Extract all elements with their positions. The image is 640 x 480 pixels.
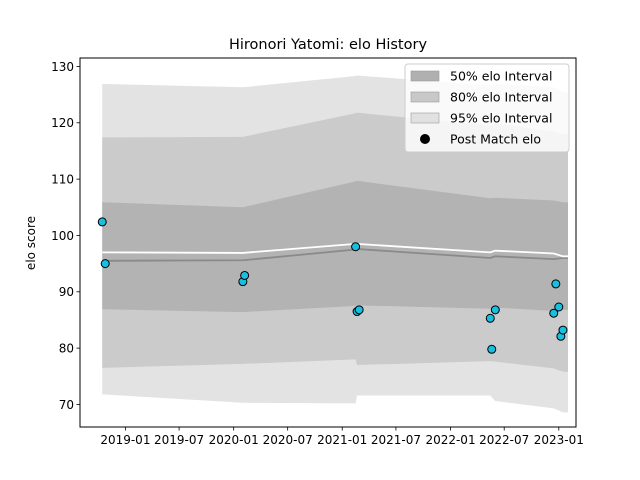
post-match-elo-point-6: [354, 305, 364, 315]
post-match-elo-point-1: [100, 259, 110, 269]
legend-swatch-0: [410, 70, 440, 82]
mean-elo-line: [102, 243, 568, 258]
x-tick-label-2020-01: 2020-01: [209, 433, 259, 447]
legend-box: [404, 63, 570, 153]
x-tick-label-2019-07: 2019-07: [154, 433, 204, 447]
y-tick-label-120: 120: [51, 116, 74, 130]
post-match-elo-point-8: [487, 344, 497, 354]
post-match-elo-point-7: [485, 313, 495, 323]
legend-label-0: 50% elo Interval: [450, 69, 552, 84]
y-tick-label-80: 80: [59, 341, 74, 355]
legend-label-2: 95% elo Interval: [450, 111, 552, 126]
post-match-elo-point-11: [551, 279, 561, 289]
post-match-elo-point-0: [97, 217, 107, 227]
x-tick-label-2022-01: 2022-01: [425, 433, 475, 447]
y-tick-label-130: 130: [51, 60, 74, 74]
post-match-elo-point-3: [240, 270, 250, 280]
axes: 70 80 90 100 110 120 130 2019-01 2019-07 2020-01 2…: [51, 57, 584, 447]
x-tick-label-2021-01: 2021-01: [317, 433, 367, 447]
plot-area: [97, 75, 568, 413]
x-tick-label-2021-07: 2021-07: [371, 433, 421, 447]
y-axis-label: elo score: [24, 216, 38, 270]
post-match-elo-point-12: [554, 302, 564, 312]
axes-frame: [79, 57, 577, 428]
legend: 50% elo Interval 80% elo Interval 95% elo …: [404, 63, 570, 153]
y-tick-label-70: 70: [59, 398, 74, 412]
x-tick-label-2023-01: 2023-01: [534, 433, 584, 447]
median-elo-line: [102, 248, 568, 262]
legend-label-1: 80% elo Interval: [450, 90, 552, 105]
legend-swatch-1: [410, 91, 440, 103]
x-tick-label-2022-07: 2022-07: [479, 433, 529, 447]
legend-marker-3: [420, 134, 430, 144]
x-tick-label-2019-01: 2019-01: [100, 433, 150, 447]
post-match-elo-point-10: [549, 308, 559, 318]
y-tick-label-90: 90: [59, 285, 74, 299]
x-tick-label-2020-07: 2020-07: [263, 433, 313, 447]
y-tick-label-100: 100: [51, 229, 74, 243]
post-match-elo-point-4: [351, 242, 361, 252]
legend-swatch-2: [410, 112, 440, 124]
chart-title: Hironori Yatomi: elo History: [229, 37, 427, 53]
legend-label-3: Post Match elo: [450, 132, 541, 147]
post-match-elo-point-14: [558, 325, 568, 335]
y-tick-label-110: 110: [51, 172, 74, 186]
post-match-elo-point-9: [490, 305, 500, 315]
